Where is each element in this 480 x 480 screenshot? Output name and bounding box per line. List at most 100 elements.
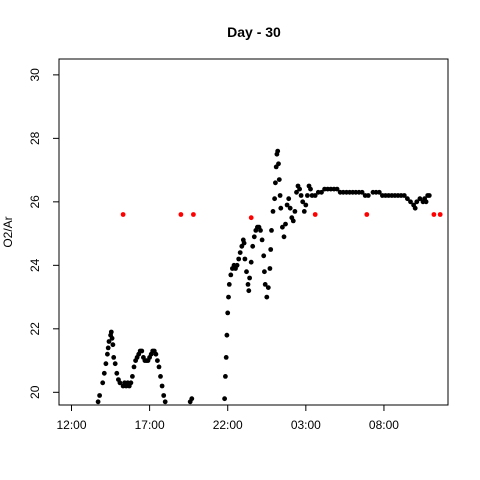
- data-point: [405, 196, 410, 202]
- data-point: [159, 383, 165, 389]
- data-point: [267, 266, 273, 271]
- data-point: [301, 209, 307, 214]
- reference-point: [120, 212, 126, 217]
- data-point: [222, 396, 228, 402]
- data-point: [130, 374, 135, 379]
- data-point: [262, 269, 267, 275]
- reference-point: [364, 212, 370, 217]
- data-point: [259, 237, 265, 243]
- x-tick-label: 17:00: [135, 418, 165, 432]
- data-point: [108, 329, 114, 335]
- x-tick-label: 22:00: [213, 418, 243, 432]
- data-point: [250, 243, 256, 249]
- data-point: [286, 196, 292, 202]
- data-point: [300, 199, 306, 205]
- data-point: [276, 177, 282, 183]
- y-tick-label: 22: [28, 322, 42, 336]
- data-point: [412, 205, 418, 211]
- data-point: [376, 189, 382, 195]
- y-axis: 20 22 24 26 28 30: [28, 68, 59, 399]
- data-point: [245, 282, 251, 287]
- data-point: [281, 234, 287, 240]
- data-point: [139, 348, 145, 354]
- data-point: [153, 351, 159, 357]
- data-point: [224, 332, 230, 338]
- data-point: [312, 193, 318, 198]
- data-point: [283, 221, 288, 227]
- x-tick-label: 03:00: [291, 418, 321, 432]
- data-point: [236, 256, 242, 262]
- data-point: [277, 193, 283, 198]
- y-tick-label: 28: [28, 131, 42, 145]
- data-point: [258, 228, 263, 233]
- data-point: [278, 205, 284, 211]
- data-point: [290, 218, 296, 224]
- data-point: [131, 364, 137, 370]
- data-point: [276, 161, 281, 167]
- data-point: [270, 209, 276, 214]
- data-point: [189, 396, 195, 402]
- data-point: [287, 205, 293, 211]
- data-point: [262, 282, 268, 287]
- data-point: [261, 253, 267, 259]
- data-point: [334, 186, 340, 192]
- data-point: [95, 399, 101, 405]
- data-point: [155, 358, 160, 363]
- data-point: [294, 189, 299, 195]
- data-point: [110, 342, 116, 348]
- data-point: [100, 380, 106, 386]
- data-point: [158, 374, 163, 379]
- data-point: [114, 370, 120, 376]
- data-point: [117, 380, 123, 386]
- data-point: [265, 285, 271, 290]
- data-point: [268, 247, 274, 252]
- data-point: [226, 294, 231, 300]
- data-point: [272, 196, 277, 202]
- reference-point: [437, 212, 443, 217]
- data-point: [269, 228, 274, 233]
- reference-point: [191, 212, 196, 217]
- data-point: [105, 345, 111, 351]
- data-point: [225, 310, 231, 316]
- data-point: [298, 193, 304, 198]
- data-point: [226, 282, 232, 287]
- y-tick-label: 30: [28, 68, 42, 82]
- data-point: [264, 294, 270, 300]
- data-point: [242, 256, 248, 262]
- data-point: [111, 355, 117, 360]
- data-point: [275, 148, 281, 154]
- data-point: [305, 193, 310, 198]
- data-point: [248, 259, 254, 265]
- data-point: [292, 209, 298, 214]
- plot-points: [95, 148, 443, 405]
- data-point: [161, 393, 167, 398]
- reference-point: [178, 212, 184, 217]
- data-point: [241, 240, 247, 246]
- data-point: [223, 355, 229, 360]
- data-point: [223, 374, 228, 379]
- data-point: [246, 288, 252, 294]
- data-point: [319, 189, 324, 195]
- data-point: [297, 186, 302, 192]
- x-tick-label: 12:00: [56, 418, 86, 432]
- reference-point: [431, 212, 437, 217]
- y-tick-label: 24: [28, 258, 42, 272]
- data-point: [101, 370, 107, 376]
- data-point: [109, 335, 115, 341]
- data-point: [156, 364, 162, 370]
- data-point: [280, 224, 285, 230]
- x-axis: 12:00 17:00 22:00 03:00 08:00: [56, 405, 399, 432]
- data-point: [414, 199, 420, 205]
- data-point: [284, 202, 290, 208]
- data-point: [228, 272, 234, 278]
- data-point: [303, 202, 309, 208]
- data-point: [251, 234, 257, 240]
- data-point: [112, 361, 118, 367]
- data-point: [128, 380, 134, 386]
- data-point: [106, 339, 112, 344]
- data-point: [234, 262, 240, 268]
- data-point: [237, 250, 243, 256]
- data-point: [423, 199, 429, 205]
- data-point: [105, 351, 110, 357]
